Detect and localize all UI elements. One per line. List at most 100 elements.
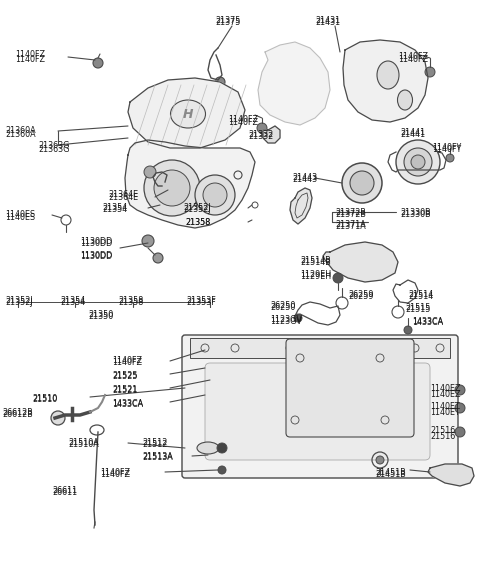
Text: 21353F: 21353F [186, 296, 216, 305]
Text: 21332: 21332 [248, 130, 273, 139]
Circle shape [396, 140, 440, 184]
Circle shape [455, 385, 465, 395]
Text: 1433CA: 1433CA [112, 400, 143, 409]
Text: 21521: 21521 [112, 385, 137, 394]
Text: 21363G: 21363G [38, 145, 70, 154]
FancyBboxPatch shape [182, 335, 458, 478]
Text: 26259: 26259 [348, 290, 373, 299]
Circle shape [376, 456, 384, 464]
Polygon shape [263, 126, 280, 143]
Text: 21350: 21350 [88, 310, 113, 319]
Text: 21352J: 21352J [183, 205, 211, 214]
Text: 1140FZ: 1140FZ [15, 55, 45, 64]
Text: 26250: 26250 [270, 303, 295, 312]
Text: 21451B: 21451B [375, 470, 406, 479]
Text: 21364E: 21364E [108, 193, 138, 202]
FancyBboxPatch shape [205, 363, 430, 460]
Text: 21510: 21510 [32, 394, 57, 403]
Text: 21358: 21358 [185, 218, 210, 227]
Text: 1129EH: 1129EH [300, 272, 331, 281]
Text: 1140EZ: 1140EZ [430, 384, 460, 393]
Text: 1140ET: 1140ET [430, 408, 460, 417]
Circle shape [153, 253, 163, 263]
Polygon shape [428, 464, 474, 486]
Text: 21514: 21514 [408, 290, 433, 299]
Ellipse shape [197, 442, 219, 454]
Text: 1140FZ: 1140FZ [228, 118, 258, 127]
Text: 26612B: 26612B [2, 408, 33, 417]
Circle shape [195, 175, 235, 215]
Text: 26611: 26611 [52, 486, 77, 495]
Text: 21525: 21525 [112, 371, 137, 380]
Text: 21512: 21512 [142, 438, 168, 447]
Ellipse shape [377, 61, 399, 89]
Text: 21358: 21358 [118, 298, 143, 307]
Text: 1130DD: 1130DD [80, 251, 112, 260]
Text: 21353F: 21353F [186, 298, 216, 307]
Text: 21514: 21514 [408, 292, 433, 301]
Text: 1140FZ: 1140FZ [112, 356, 142, 365]
Circle shape [51, 411, 65, 425]
Text: 21513A: 21513A [142, 452, 173, 461]
Text: 1130DD: 1130DD [80, 237, 112, 246]
Text: 1140FZ: 1140FZ [228, 115, 258, 124]
Text: 1140ET: 1140ET [430, 402, 460, 411]
Circle shape [217, 443, 227, 453]
Text: 21441: 21441 [400, 130, 425, 139]
Circle shape [333, 273, 343, 283]
Circle shape [404, 148, 432, 176]
Text: 21514B: 21514B [300, 256, 331, 265]
Text: 21443: 21443 [292, 175, 317, 184]
Circle shape [144, 166, 156, 178]
Circle shape [257, 123, 267, 133]
Circle shape [294, 314, 302, 322]
Text: H: H [183, 107, 193, 120]
Text: 21350: 21350 [88, 312, 113, 321]
Text: 1140EZ: 1140EZ [430, 390, 460, 399]
Text: 1140ES: 1140ES [5, 213, 35, 222]
Text: 21360A: 21360A [5, 126, 36, 135]
Circle shape [411, 155, 425, 169]
Text: 1433CA: 1433CA [412, 318, 443, 327]
Circle shape [404, 326, 412, 334]
Circle shape [154, 170, 190, 206]
Polygon shape [125, 140, 255, 228]
Circle shape [203, 183, 227, 207]
Text: 1433CA: 1433CA [412, 317, 443, 326]
Text: 26250: 26250 [270, 301, 295, 310]
Text: 21510A: 21510A [68, 438, 99, 447]
Text: 1140FZ: 1140FZ [398, 52, 428, 61]
Text: 26612B: 26612B [2, 410, 33, 419]
Text: 21372B: 21372B [335, 208, 366, 217]
Text: 1130DD: 1130DD [80, 252, 112, 261]
Text: 21516: 21516 [430, 432, 455, 441]
Polygon shape [343, 40, 428, 122]
Text: 21364E: 21364E [108, 190, 138, 199]
Text: 21363G: 21363G [38, 141, 70, 150]
Text: 1123GV: 1123GV [270, 315, 302, 324]
Text: 21354: 21354 [102, 203, 127, 212]
Text: 1130DD: 1130DD [80, 239, 112, 248]
Polygon shape [128, 78, 245, 148]
Circle shape [93, 58, 103, 68]
Ellipse shape [397, 90, 412, 110]
Text: 21513A: 21513A [142, 453, 173, 462]
Text: 21512: 21512 [142, 440, 168, 449]
Text: 21514B: 21514B [300, 258, 331, 267]
Text: 21521: 21521 [112, 386, 137, 395]
Circle shape [425, 67, 435, 77]
Circle shape [215, 77, 225, 87]
Text: 21371A: 21371A [335, 220, 366, 229]
Text: 1433CA: 1433CA [112, 399, 143, 408]
Text: 21516: 21516 [430, 426, 455, 435]
Circle shape [342, 163, 382, 203]
Text: 21354: 21354 [60, 298, 85, 307]
Text: 21441: 21441 [400, 128, 425, 137]
Text: 21352J: 21352J [183, 203, 211, 212]
Circle shape [455, 403, 465, 413]
Text: 1140FZ: 1140FZ [112, 358, 142, 367]
Circle shape [218, 466, 226, 474]
Text: 1140FY: 1140FY [432, 145, 461, 154]
Text: 21515: 21515 [405, 303, 431, 312]
Polygon shape [258, 42, 330, 125]
